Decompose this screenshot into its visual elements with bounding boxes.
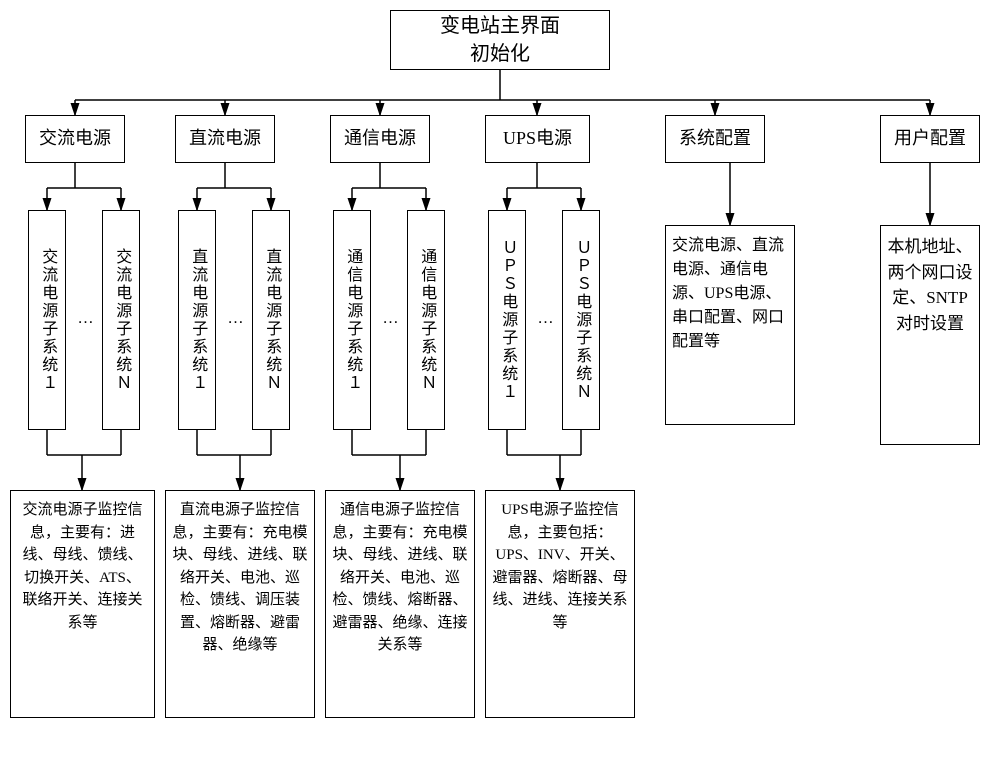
- root-node: 变电站主界面 初始化: [390, 10, 610, 70]
- ellipsis-ac: …: [76, 310, 94, 327]
- info-comm: 通信电源子监控信息，主要有：充电模块、母线、进线、联络开关、电池、巡检、馈线、熔…: [325, 490, 475, 718]
- sub-ups-1: ＵＰＳ电源子系统１: [488, 210, 526, 430]
- root-line1: 变电站主界面: [440, 12, 560, 40]
- ellipsis-ups: …: [536, 310, 554, 327]
- sub-ac-n: 交流电源子系统Ｎ: [102, 210, 140, 430]
- node-ups: UPS电源: [485, 115, 590, 163]
- node-ac: 交流电源: [25, 115, 125, 163]
- node-usercfg: 用户配置: [880, 115, 980, 163]
- sub-comm-1: 通信电源子系统１: [333, 210, 371, 430]
- flowchart-diagram: 变电站主界面 初始化 交流电源 直流电源 通信电源 UPS电源 系统配置 用户配…: [10, 10, 990, 748]
- sub-comm-n: 通信电源子系统Ｎ: [407, 210, 445, 430]
- info-usercfg: 本机地址、两个网口设定、SNTP 对时设置: [880, 225, 980, 445]
- info-ac: 交流电源子监控信息，主要有：进线、母线、馈线、切换开关、ATS、联络开关、连接关…: [10, 490, 155, 718]
- node-comm: 通信电源: [330, 115, 430, 163]
- info-ups: UPS电源子监控信息，主要包括：UPS、INV、开关、避雷器、熔断器、母线、进线…: [485, 490, 635, 718]
- sub-dc-n: 直流电源子系统Ｎ: [252, 210, 290, 430]
- root-line2: 初始化: [440, 40, 560, 68]
- info-dc: 直流电源子监控信息，主要有：充电模块、母线、进线、联络开关、电池、巡检、馈线、调…: [165, 490, 315, 718]
- sub-ac-1: 交流电源子系统１: [28, 210, 66, 430]
- ellipsis-dc: …: [226, 310, 244, 327]
- info-syscfg: 交流电源、直流电源、通信电源、UPS电源、串口配置、网口配置等: [665, 225, 795, 425]
- ellipsis-comm: …: [381, 310, 399, 327]
- sub-ups-n: ＵＰＳ电源子系统Ｎ: [562, 210, 600, 430]
- sub-dc-1: 直流电源子系统１: [178, 210, 216, 430]
- node-dc: 直流电源: [175, 115, 275, 163]
- node-syscfg: 系统配置: [665, 115, 765, 163]
